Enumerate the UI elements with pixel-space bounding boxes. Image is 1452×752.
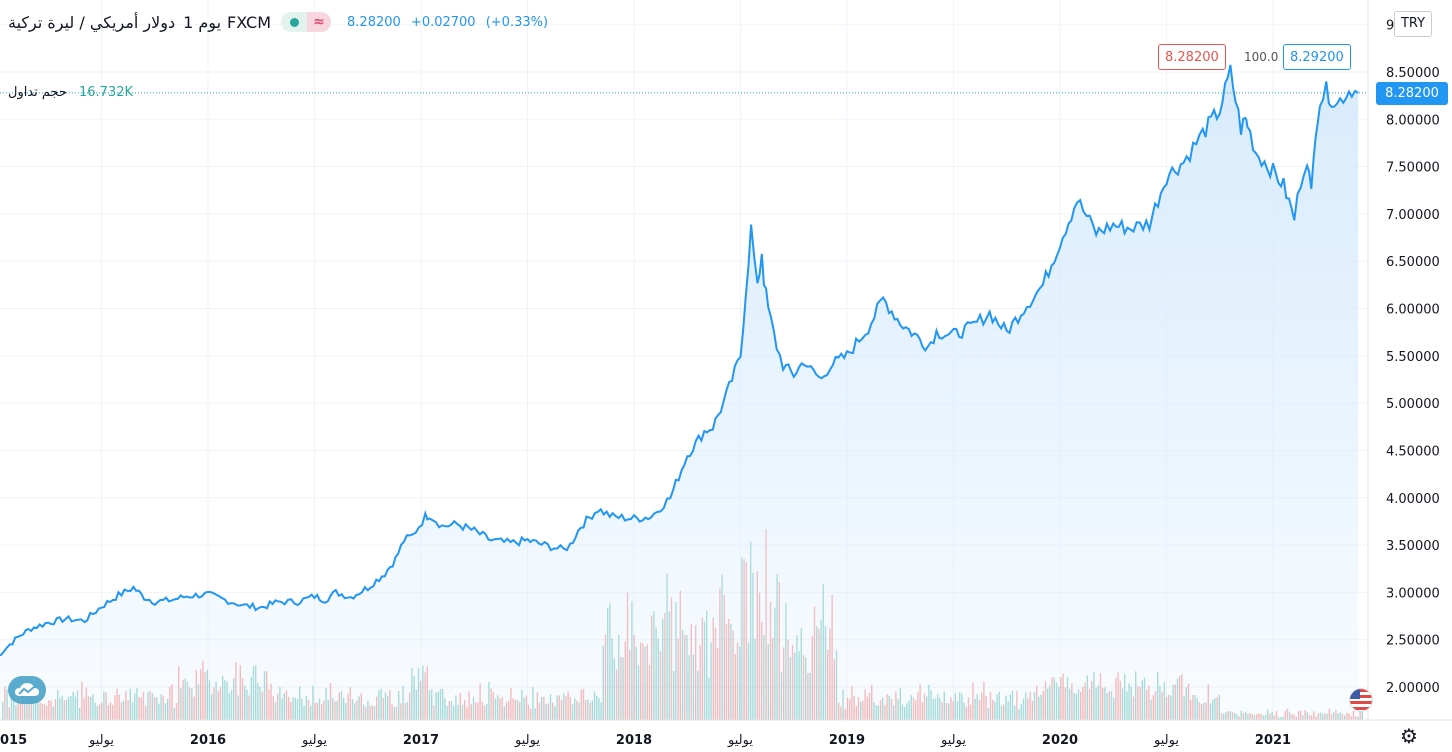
x-tick-label: 2020 xyxy=(1042,733,1078,748)
y-tick-label: 7.00000 xyxy=(1386,208,1440,223)
ask-price-tag[interactable]: 8.29200 xyxy=(1283,44,1351,70)
x-tick-label: يوليو xyxy=(514,733,540,748)
x-tick-label: 2016 xyxy=(190,733,226,748)
x-tick-label: 2021 xyxy=(1255,733,1291,748)
gear-icon[interactable]: ⚙ xyxy=(1400,724,1418,748)
x-tick-label: 2019 xyxy=(829,733,865,748)
y-tick-label: 7.50000 xyxy=(1386,161,1440,176)
volume-legend[interactable]: حجم تداول 16.732K xyxy=(8,85,133,100)
price-area xyxy=(0,64,1359,720)
x-tick-label: 2018 xyxy=(616,733,652,748)
y-tick-label: 2.50000 xyxy=(1386,634,1440,649)
volume-label[interactable]: حجم تداول xyxy=(8,85,67,100)
y-tick-label: 4.50000 xyxy=(1386,444,1440,459)
y-tick-label: 3.00000 xyxy=(1386,586,1440,601)
symbol-title[interactable]: دولار أمريكي / ليرة تركية xyxy=(8,12,176,32)
y-tick-label: 6.00000 xyxy=(1386,303,1440,318)
source-label: FXCM xyxy=(227,12,272,32)
x-tick-label: يوليو xyxy=(301,733,327,748)
change-value: +0.02700 xyxy=(410,14,476,30)
x-tick-label: يوليو xyxy=(940,733,966,748)
price-axis[interactable]: 2.00000 2.50000 3.00000 3.50000 4.00000 4.500… xyxy=(1386,19,1440,696)
price-line xyxy=(0,64,1359,657)
currency-button[interactable]: TRY xyxy=(1394,11,1432,37)
legend-values: 8.28200 +0.02700 (+0.33%) xyxy=(347,15,554,30)
x-tick-label: يوليو xyxy=(727,733,753,748)
x-tick-label: يوليو xyxy=(88,733,114,748)
market-status[interactable]: ≈ xyxy=(281,12,332,32)
x-tick-label: 015 xyxy=(0,733,27,748)
spread-value: 100.0 xyxy=(1244,50,1279,64)
y-tick-label: 8.00000 xyxy=(1386,113,1440,128)
y-tick-label: 3.50000 xyxy=(1386,539,1440,554)
volume-value: 16.732K xyxy=(79,85,134,100)
y-tick-label: 6.50000 xyxy=(1386,255,1440,270)
interval-label[interactable]: يوم 1 xyxy=(183,12,222,32)
y-tick-label: 8.50000 xyxy=(1386,66,1440,81)
x-tick-label: يوليو xyxy=(1153,733,1179,748)
last-value: 8.28200 xyxy=(347,14,401,30)
change-pct: (+0.33%) xyxy=(485,14,549,30)
price-axis-bg[interactable] xyxy=(1368,0,1452,720)
time-axis[interactable]: 015 يوليو 2016 يوليو 2017 يوليو 2018 يوليو 2019 ي… xyxy=(0,733,1291,748)
y-tick-label: 5.50000 xyxy=(1386,350,1440,365)
last-price-tag: 8.28200 xyxy=(1376,82,1448,105)
y-tick-label: 4.00000 xyxy=(1386,492,1440,507)
x-tick-label: 2017 xyxy=(403,733,439,748)
y-tick-label: 2.00000 xyxy=(1386,681,1440,696)
wave-icon[interactable]: ≈ xyxy=(307,12,332,32)
dot-icon[interactable] xyxy=(281,12,308,32)
symbol-legend[interactable]: دولار أمريكي / ليرة تركية يوم 1 FXCM ≈ 8… xyxy=(8,8,554,36)
us-flag-icon[interactable] xyxy=(1349,688,1373,712)
tradingview-cloud-icon[interactable] xyxy=(8,676,46,704)
bid-price-tag[interactable]: 8.28200 xyxy=(1158,44,1226,70)
y-tick-label: 5.00000 xyxy=(1386,397,1440,412)
y-tick-label: 9 xyxy=(1386,19,1394,34)
